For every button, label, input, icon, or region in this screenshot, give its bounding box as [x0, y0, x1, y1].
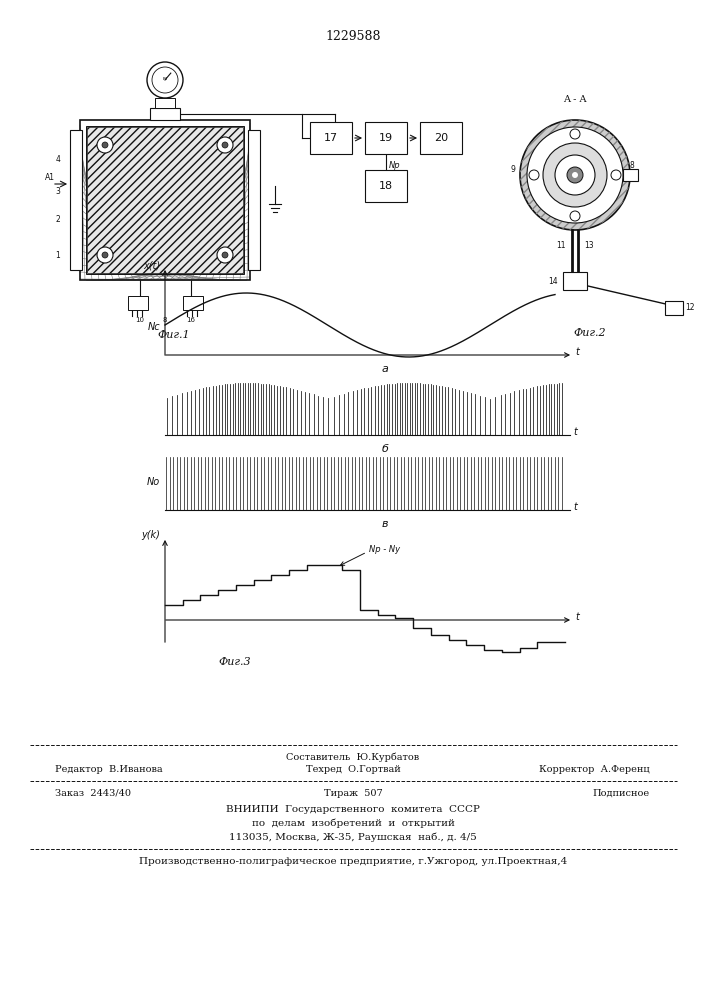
Text: Фиг.3: Фиг.3	[218, 657, 251, 667]
Text: 2: 2	[56, 215, 60, 224]
Circle shape	[217, 247, 233, 263]
Bar	[310, 122, 352, 154]
Text: 18: 18	[379, 181, 393, 191]
Circle shape	[147, 62, 183, 98]
Circle shape	[152, 67, 178, 93]
Bar	[420, 122, 462, 154]
Bar	[248, 130, 260, 270]
Text: 11: 11	[556, 240, 566, 249]
Bar	[127, 296, 148, 310]
Text: 7: 7	[153, 114, 157, 120]
Text: Производственно-полиграфическое предприятие, г.Ужгород, ул.Проектная,4: Производственно-полиграфическое предприя…	[139, 857, 567, 866]
Text: Техред  О.Гортвай: Техред О.Гортвай	[305, 765, 400, 774]
Text: Подписное: Подписное	[593, 789, 650, 798]
Text: Редактор  В.Иванова: Редактор В.Иванова	[55, 765, 163, 774]
Circle shape	[97, 137, 113, 153]
Bar	[182, 296, 202, 310]
Circle shape	[555, 155, 595, 195]
Bar	[365, 170, 407, 202]
Circle shape	[102, 142, 108, 148]
Text: Nр - Nу: Nр - Nу	[369, 546, 400, 554]
Text: Фиг.1: Фиг.1	[157, 330, 189, 340]
Circle shape	[222, 252, 228, 258]
Text: по  делам  изобретений  и  открытий: по делам изобретений и открытий	[252, 819, 455, 828]
Text: Nр: Nр	[389, 161, 401, 170]
Circle shape	[572, 172, 578, 178]
Text: б: б	[382, 444, 388, 454]
Circle shape	[567, 167, 583, 183]
Bar	[155, 98, 175, 108]
Circle shape	[570, 211, 580, 221]
Bar	[80, 120, 250, 280]
Circle shape	[543, 143, 607, 207]
Text: 1: 1	[56, 251, 60, 260]
Circle shape	[527, 127, 623, 223]
Text: Фиг.2: Фиг.2	[573, 328, 607, 338]
Text: t: t	[573, 427, 577, 437]
Circle shape	[102, 252, 108, 258]
Text: 8: 8	[163, 317, 168, 323]
Bar	[150, 108, 180, 120]
Text: Тираж  507: Тираж 507	[324, 789, 382, 798]
Text: a: a	[382, 364, 388, 374]
Circle shape	[611, 170, 621, 180]
Text: 9: 9	[170, 114, 174, 120]
Circle shape	[97, 247, 113, 263]
Text: Nо: Nо	[147, 477, 160, 487]
Text: 9: 9	[510, 165, 515, 174]
Text: 10: 10	[135, 317, 144, 323]
Bar	[365, 122, 407, 154]
Bar	[70, 130, 82, 270]
Text: t: t	[575, 347, 579, 357]
Circle shape	[520, 120, 630, 230]
Text: в: в	[382, 519, 388, 529]
Bar	[86, 126, 244, 274]
Text: Nс: Nс	[147, 322, 160, 332]
Text: 13: 13	[584, 240, 594, 249]
Text: 16: 16	[186, 317, 195, 323]
Text: 16: 16	[160, 99, 170, 107]
Bar	[563, 272, 587, 290]
Bar	[87, 127, 243, 273]
Circle shape	[217, 137, 233, 153]
Text: 3: 3	[56, 188, 60, 196]
Text: м: м	[163, 77, 167, 82]
Text: x(t): x(t)	[143, 260, 160, 270]
Circle shape	[529, 170, 539, 180]
Text: А1: А1	[45, 174, 55, 182]
Text: 12: 12	[685, 304, 695, 312]
Text: 19: 19	[379, 133, 393, 143]
Text: 4: 4	[56, 155, 60, 164]
Circle shape	[570, 129, 580, 139]
Text: 17: 17	[324, 133, 338, 143]
Text: Составитель  Ю.Курбатов: Составитель Ю.Курбатов	[286, 753, 419, 762]
Text: 8: 8	[630, 160, 634, 169]
Text: y(k): y(k)	[141, 530, 160, 540]
Text: Заказ  2443/40: Заказ 2443/40	[55, 789, 131, 798]
Bar	[665, 301, 683, 315]
Text: ВНИИПИ  Государственного  комитета  СССР: ВНИИПИ Государственного комитета СССР	[226, 805, 480, 814]
Text: 20: 20	[434, 133, 448, 143]
Text: t: t	[575, 612, 579, 622]
Text: 14: 14	[548, 276, 558, 286]
Text: 113035, Москва, Ж-35, Раушская  наб., д. 4/5: 113035, Москва, Ж-35, Раушская наб., д. …	[229, 833, 477, 842]
Bar	[623, 169, 638, 181]
Text: A - A: A - A	[563, 96, 587, 104]
Text: t: t	[573, 502, 577, 512]
Text: Корректор  А.Ференц: Корректор А.Ференц	[539, 765, 650, 774]
Circle shape	[222, 142, 228, 148]
Text: 1229588: 1229588	[325, 30, 381, 43]
